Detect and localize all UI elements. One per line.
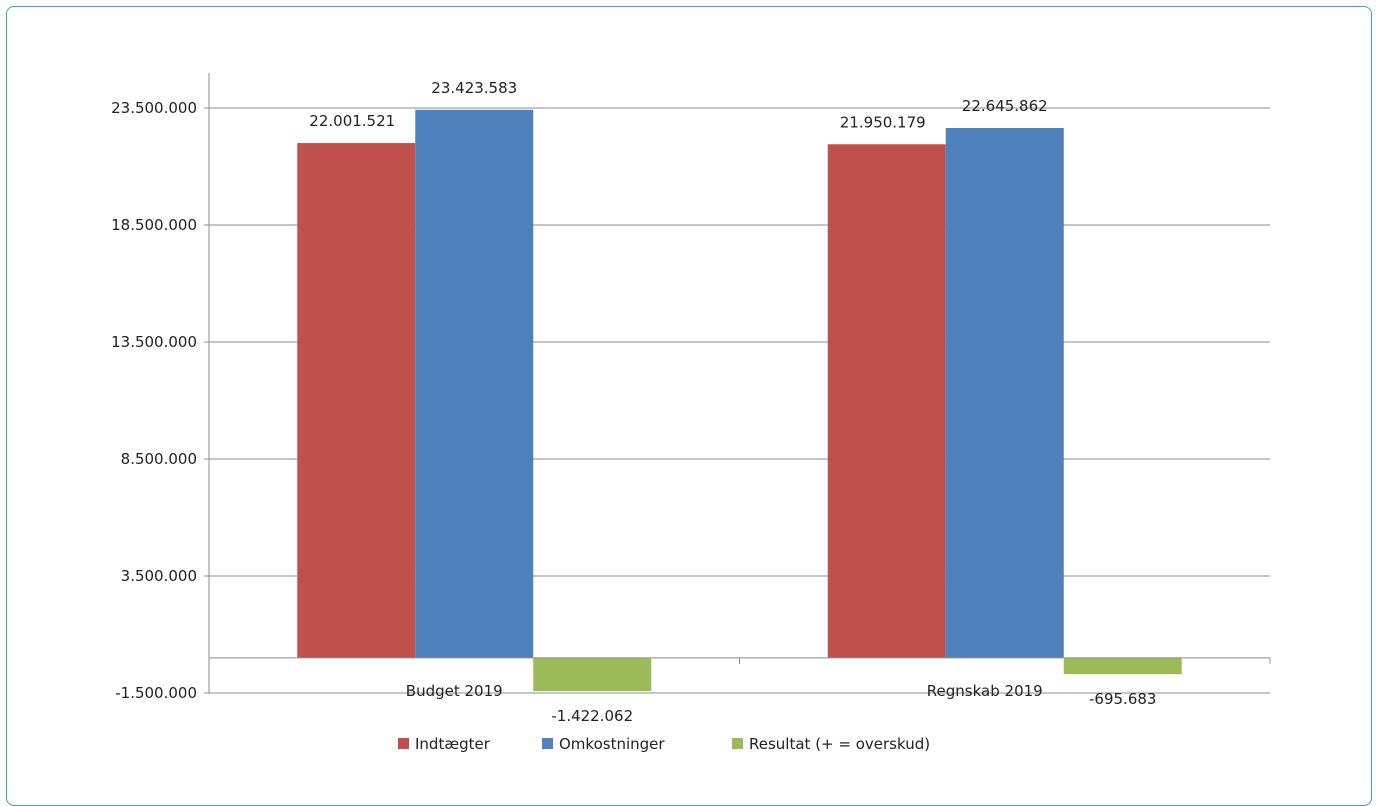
- bar-indtægter: [827, 144, 946, 658]
- y-tick-label: 3.500.000: [121, 567, 197, 585]
- y-tick-label: 23.500.000: [111, 99, 197, 117]
- bar-omkostninger: [415, 109, 534, 658]
- bars: [297, 109, 1182, 692]
- bar-resultat: [1063, 657, 1182, 675]
- y-tick-label: 13.500.000: [111, 333, 197, 351]
- category-label: Budget 2019: [406, 682, 503, 700]
- legend-label: Indtægter: [415, 735, 491, 753]
- legend: Indtægter Omkostninger Resultat (+ = overs…: [398, 735, 930, 753]
- legend-swatch: [398, 738, 409, 749]
- y-tick-label: 18.500.000: [111, 216, 197, 234]
- category-label: Regnskab 2019: [927, 682, 1043, 700]
- axes: [204, 73, 1271, 694]
- data-label: 22.645.862: [962, 97, 1048, 115]
- data-label: 23.423.583: [431, 79, 517, 97]
- data-label: 22.001.521: [309, 112, 395, 130]
- legend-label: Omkostninger: [559, 735, 665, 753]
- data-labels: 22.001.521 23.423.583 -1.422.062 21.950.179…: [309, 79, 1156, 725]
- data-label: -1.422.062: [551, 707, 633, 725]
- y-tick-label: 8.500.000: [121, 450, 197, 468]
- data-label: 21.950.179: [840, 113, 926, 131]
- legend-label: Resultat (+ = overskud): [749, 735, 930, 753]
- data-label: -695.683: [1089, 690, 1156, 708]
- bar-indtægter: [297, 143, 416, 658]
- bar-omkostninger: [945, 127, 1064, 658]
- y-tick-label: -1.500.000: [115, 684, 197, 702]
- category-labels: Budget 2019 Regnskab 2019: [406, 682, 1043, 700]
- legend-swatch: [732, 738, 743, 749]
- bar-resultat: [533, 657, 652, 692]
- legend-swatch: [542, 738, 553, 749]
- y-tick-labels: 23.500.000 18.500.000 13.500.000 8.500.000 3…: [111, 99, 197, 702]
